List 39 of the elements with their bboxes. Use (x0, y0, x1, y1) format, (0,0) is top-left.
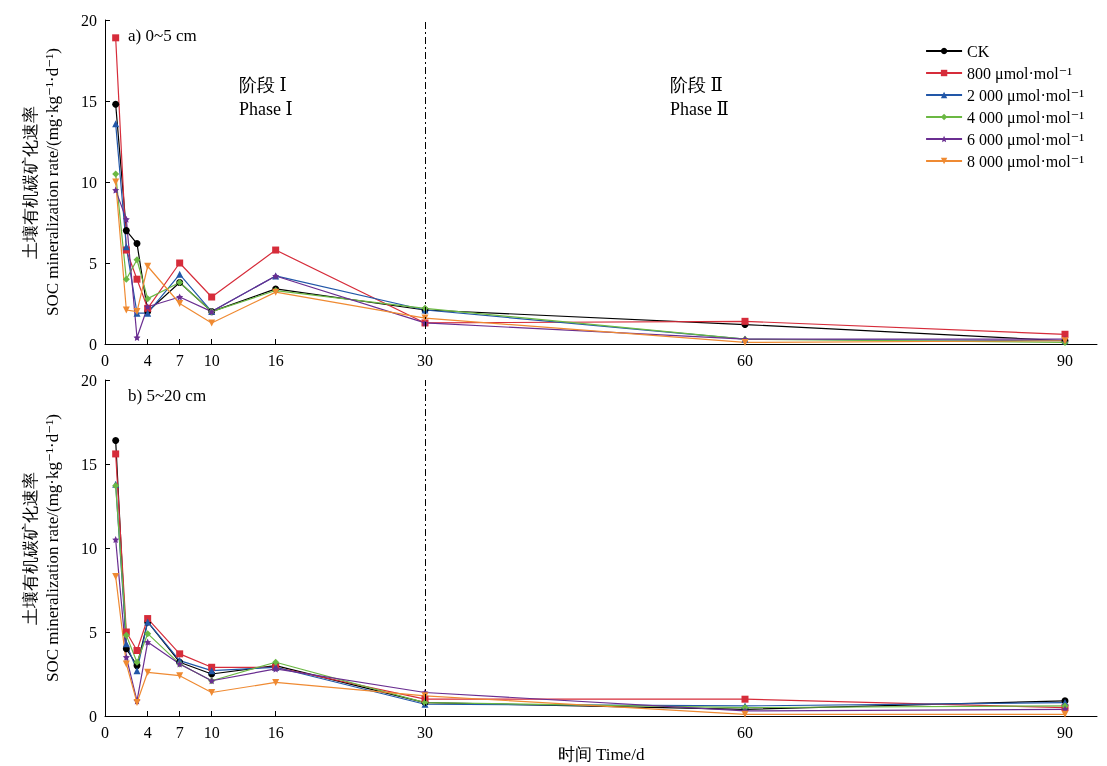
y-tick-label: 0 (89, 335, 97, 353)
annotation: 阶段 Ⅰ Phase Ⅰ (239, 75, 293, 119)
legend-label: CK (967, 42, 990, 60)
y-axis-title: 土壤有机碳矿化速率 SOC mineralization rate/(mg·kg⁻¹·d⁻¹) (20, 414, 62, 682)
x-tick-label: 90 (1057, 351, 1073, 369)
y-tick-label: 10 (81, 539, 97, 557)
x-tick-label: 4 (143, 723, 152, 741)
y-tick-label: 10 (81, 173, 97, 191)
x-tick-label: 90 (1057, 723, 1073, 741)
legend-label: 2 000 μmol·mol⁻¹ (967, 86, 1085, 105)
x-tick-label: 60 (737, 351, 753, 369)
annotation: 阶段 Ⅱ Phase Ⅱ (670, 75, 729, 119)
legend-label: 6 000 μmol·mol⁻¹ (967, 130, 1085, 149)
y-tick-label: 15 (81, 455, 97, 473)
legend-label: 4 000 μmol·mol⁻¹ (967, 108, 1085, 127)
x-tick-label: 30 (417, 351, 433, 369)
x-tick-label: 60 (737, 723, 753, 741)
x-tick-label: 4 (143, 351, 152, 369)
x-tick-label: 10 (203, 723, 220, 741)
legend-label: 800 μmol·mol⁻¹ (967, 64, 1073, 83)
x-axis-title: 时间 Time/d (557, 745, 645, 764)
x-tick-label: 7 (175, 723, 184, 741)
y-tick-label: 20 (81, 11, 97, 29)
x-tick-label: 10 (203, 351, 220, 369)
x-tick-label: 16 (267, 723, 284, 741)
y-tick-label: 5 (89, 623, 97, 641)
y-tick-label: 20 (81, 371, 97, 389)
y-tick-label: 0 (89, 707, 97, 725)
chart-title: b) 5~20 cm (128, 386, 207, 405)
x-tick-label: 0 (101, 723, 109, 741)
y-tick-label: 15 (81, 92, 97, 110)
x-tick-label: 16 (267, 351, 284, 369)
x-tick-label: 7 (175, 351, 184, 369)
x-tick-label: 30 (417, 723, 433, 741)
x-tick-label: 0 (101, 351, 109, 369)
y-axis-title: 土壤有机碳矿化速率 SOC mineralization rate/(mg·kg⁻¹·d⁻¹) (20, 48, 62, 316)
y-tick-label: 5 (89, 254, 97, 272)
legend-label: 8 000 μmol·mol⁻¹ (967, 152, 1085, 171)
chart-title: a) 0~5 cm (128, 26, 197, 45)
